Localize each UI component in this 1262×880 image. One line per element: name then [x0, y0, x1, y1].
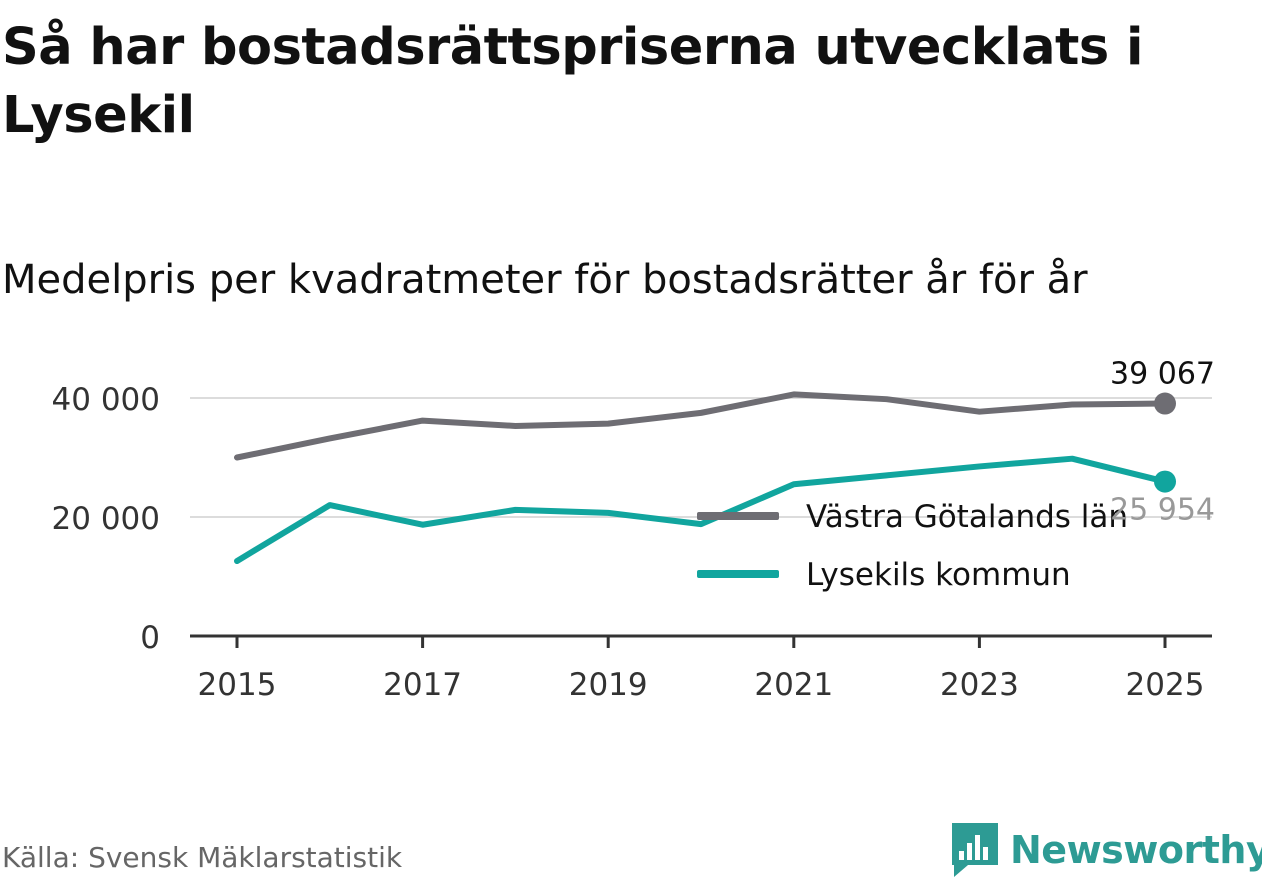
newsworthy-logo: Newsworthy: [950, 820, 1262, 880]
x-tick-label: 2015: [198, 667, 277, 703]
legend-label: Lysekils kommun: [806, 557, 1071, 593]
series-end-marker: [1154, 470, 1176, 493]
series-line-vastra-gotalands-lan: [234, 391, 1168, 461]
y-tick-label: 40 000: [52, 382, 160, 418]
end-value-label: 39 067: [1110, 357, 1215, 392]
legend-swatch: [697, 512, 779, 520]
y-tick-label: 20 000: [52, 501, 160, 537]
legend-swatch: [697, 570, 779, 578]
series-line-lysekils-kommun: [234, 455, 1168, 565]
chart-subtitle: Medelpris per kvadratmeter för bostadsrä…: [2, 257, 1088, 303]
x-tick-label: 2025: [1126, 667, 1205, 703]
newsworthy-logo-icon: [952, 823, 998, 877]
x-tick-label: 2017: [383, 667, 462, 703]
x-tick-label: 2023: [940, 667, 1019, 703]
x-tick-label: 2019: [569, 667, 648, 703]
series-end-marker: [1154, 392, 1176, 415]
y-tick-label: 0: [140, 620, 160, 656]
chart-title: Så har bostadsrättspriserna utvecklats i…: [2, 18, 1144, 145]
legend-label: Västra Götalands län: [806, 499, 1128, 535]
source-note: Källa: Svensk Mäklarstatistik: [2, 841, 403, 874]
end-value-label: 25 954: [1110, 493, 1215, 528]
x-tick-label: 2021: [754, 667, 833, 703]
newsworthy-logo-text: Newsworthy: [1010, 828, 1262, 872]
